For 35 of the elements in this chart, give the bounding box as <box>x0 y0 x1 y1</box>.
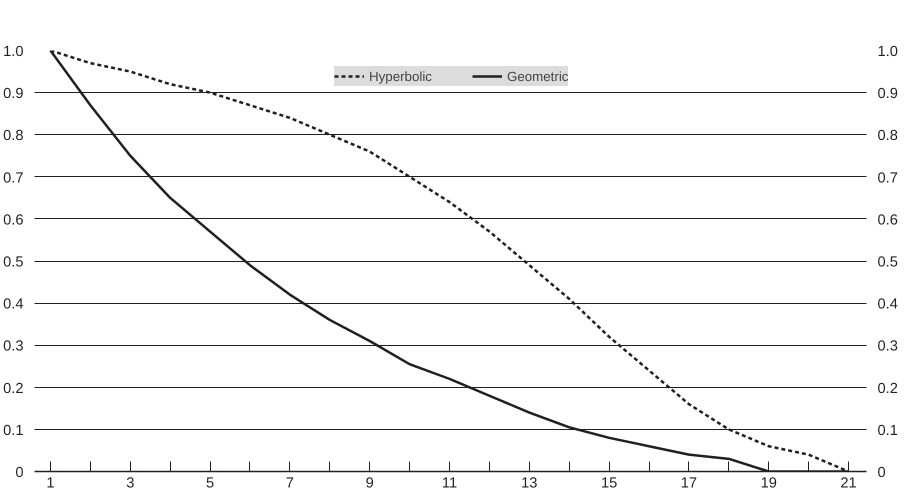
y2-tick-label: 0.1 <box>878 422 898 439</box>
y2-tick-label: 0.7 <box>878 170 898 186</box>
y2-tick-label: 0.5 <box>878 254 898 270</box>
legend-label: Hyperbolic <box>369 68 432 84</box>
y2-tick-label: 0.6 <box>878 212 898 228</box>
x-tick-label: 21 <box>840 476 857 492</box>
y2-tick-label: 0 <box>878 465 886 481</box>
x-tick-label: 9 <box>366 476 374 492</box>
legend-label: Geometric <box>506 68 568 84</box>
x-tick-label: 5 <box>206 476 214 492</box>
y-tick-label: 0 <box>15 465 24 481</box>
x-tick-label: 17 <box>680 476 698 492</box>
x-tick-label: 15 <box>600 476 618 492</box>
y-tick-label: 0.6 <box>3 212 24 228</box>
x-tick-label: 13 <box>521 476 538 492</box>
y-tick-label: 0.2 <box>3 380 24 397</box>
x-tick-label: 7 <box>286 476 294 492</box>
y-tick-label: 0.7 <box>3 170 24 186</box>
x-tick-label: 1 <box>46 476 55 492</box>
y-tick-label: 0.4 <box>3 296 24 313</box>
y2-tick-label: 0.9 <box>878 86 898 102</box>
x-tick-label: 11 <box>442 476 458 492</box>
y-tick-label: 0.1 <box>3 422 24 439</box>
y-tick-label: 0.5 <box>3 254 24 270</box>
y2-tick-label: 1.0 <box>878 44 898 60</box>
y-tick-label: 0.3 <box>3 338 24 355</box>
y2-tick-label: 0.2 <box>878 380 898 397</box>
y2-tick-label: 0.8 <box>878 128 898 144</box>
y2-tick-label: 0.3 <box>878 338 898 355</box>
y-tick-label: 1.0 <box>3 44 24 60</box>
y2-tick-label: 0.4 <box>878 296 898 313</box>
y-tick-label: 0.9 <box>3 86 24 102</box>
x-tick-label: 3 <box>126 476 134 492</box>
x-tick-label: 19 <box>760 476 777 492</box>
y-tick-label: 0.8 <box>3 128 24 144</box>
